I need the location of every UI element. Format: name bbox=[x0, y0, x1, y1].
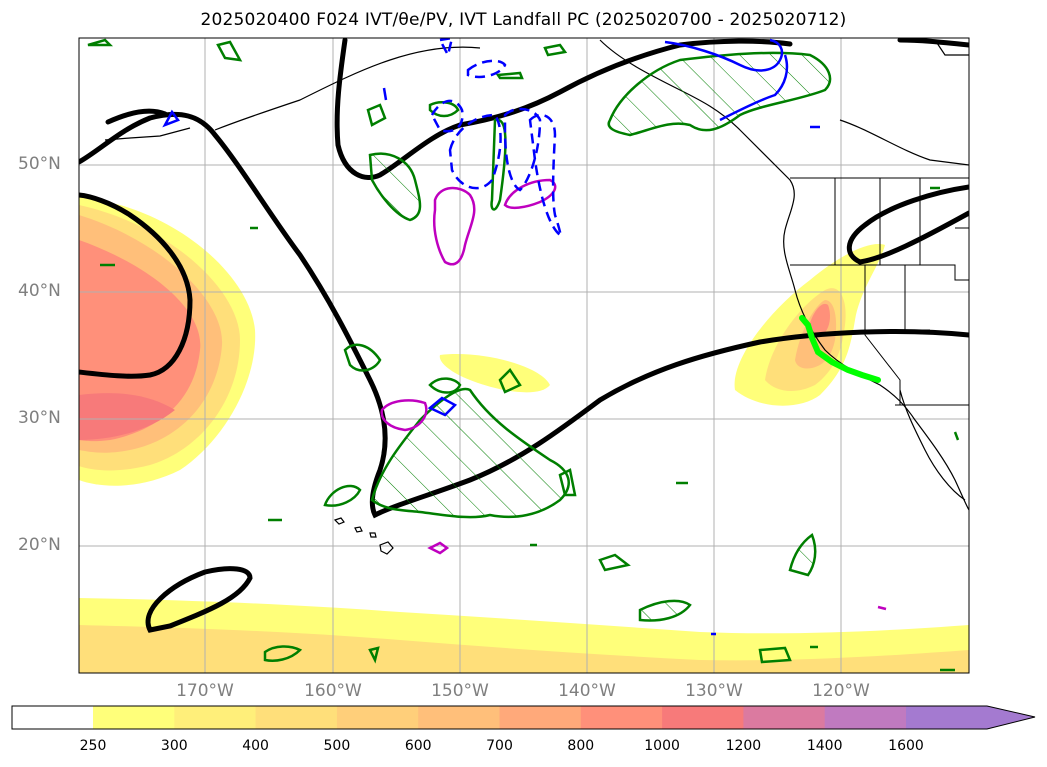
colorbar-segment bbox=[418, 706, 500, 729]
colorbar-segment bbox=[906, 706, 987, 729]
blue-contours bbox=[162, 38, 820, 636]
lat-label-30n: 30°N bbox=[18, 408, 61, 428]
colorbar-tick-label: 1200 bbox=[725, 738, 762, 754]
colorbar-tick-label: 400 bbox=[242, 738, 269, 754]
aleutian-coast bbox=[214, 46, 481, 131]
colorbar-tick-label: 1000 bbox=[644, 738, 680, 754]
hawaii-island bbox=[379, 541, 394, 555]
ivt-central-250 bbox=[439, 354, 550, 393]
lon-label-130w: 130°W bbox=[685, 681, 743, 701]
map-title: 2025020400 F024 IVT/θe/PV, IVT Landfall … bbox=[200, 10, 847, 30]
colorbar-segment bbox=[174, 706, 257, 729]
ivt-west-800 bbox=[79, 240, 201, 442]
colorbar-extend-arrow bbox=[987, 706, 1035, 729]
lat-label-40n: 40°N bbox=[18, 281, 61, 301]
magenta-contours bbox=[380, 178, 887, 611]
ivt-filled-contours bbox=[79, 195, 969, 673]
lat-label-50n: 50°N bbox=[18, 154, 61, 174]
colorbar bbox=[11, 705, 1036, 730]
map-frame bbox=[78, 37, 970, 674]
graticule bbox=[79, 38, 969, 673]
colorbar-segment bbox=[662, 706, 744, 729]
colorbar-tick-label: 250 bbox=[79, 738, 107, 754]
colorbar-tick-label: 1400 bbox=[806, 738, 843, 754]
colorbar-segment bbox=[743, 706, 826, 729]
colorbar-tick-label: 600 bbox=[404, 738, 432, 754]
lon-label-150w: 150°W bbox=[431, 681, 489, 701]
colorbar-tick-label: 1600 bbox=[888, 738, 924, 754]
colorbar-segment bbox=[336, 706, 419, 729]
ivt-south-400 bbox=[79, 625, 969, 673]
lat-label-20n: 20°N bbox=[18, 535, 61, 555]
lon-label-160w: 160°W bbox=[304, 681, 362, 701]
colorbar-tick-label: 700 bbox=[486, 738, 513, 754]
lon-label-140w: 140°W bbox=[558, 681, 616, 701]
colorbar-outline bbox=[11, 705, 1036, 730]
ivt-ca-800 bbox=[808, 303, 830, 337]
colorbar-tick-label: 800 bbox=[567, 738, 595, 754]
colorbar-tick-label: 500 bbox=[323, 738, 351, 754]
colorbar-segment bbox=[255, 706, 338, 729]
green-contours bbox=[87, 38, 960, 672]
colorbar-white-segment bbox=[12, 706, 93, 729]
lon-label-120w: 120°W bbox=[812, 681, 870, 701]
landfall-line bbox=[799, 315, 881, 383]
colorbar-segment bbox=[580, 706, 663, 729]
blue-dashed-contours bbox=[430, 38, 563, 238]
colorbar-tick-label: 300 bbox=[160, 738, 188, 754]
ivt-west-1000 bbox=[79, 393, 175, 440]
colorbar-segment bbox=[824, 706, 907, 729]
blue-solid-north bbox=[664, 38, 784, 72]
lon-label-170w: 170°W bbox=[176, 681, 234, 701]
colorbar-segment bbox=[93, 706, 175, 729]
colorbar-segment bbox=[499, 706, 582, 729]
